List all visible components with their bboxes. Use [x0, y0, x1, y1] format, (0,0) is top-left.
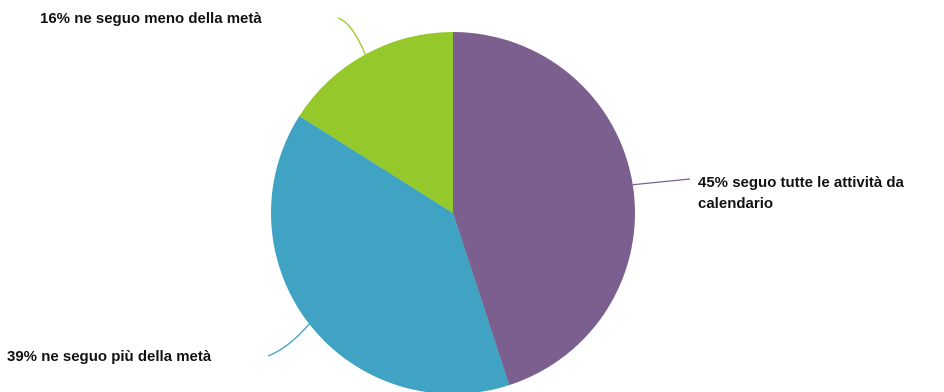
leader-line-less-than-half [337, 17, 366, 55]
pie-slice-less-than-half [299, 32, 453, 213]
leader-line-all-activities [632, 178, 691, 186]
slice-label-all-activities: 45% seguo tutte le attività da calendari… [698, 174, 904, 212]
leader-line-more-than-half [267, 323, 310, 357]
pie-slices [271, 32, 635, 392]
slice-label-more-than-half: 39% ne seguo più della metà [7, 348, 212, 365]
pie-slice-all-activities [453, 32, 635, 386]
slice-label-less-than-half: 16% ne seguo meno della metà [40, 10, 262, 27]
pie-slice-more-than-half [271, 116, 510, 392]
leader-lines [267, 17, 691, 357]
